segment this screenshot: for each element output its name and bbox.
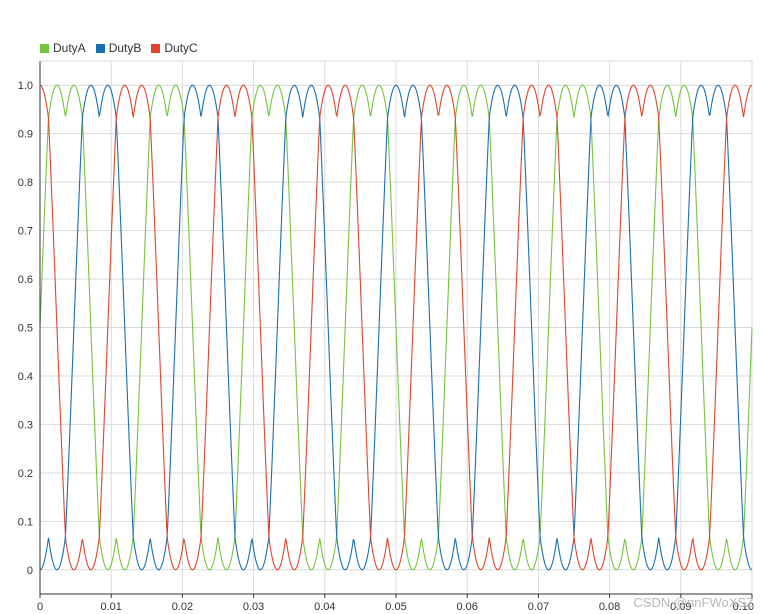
x-tick-label: 0.06 xyxy=(456,601,477,613)
x-tick-label: 0 xyxy=(37,601,43,613)
legend-label-dutya: DutyA xyxy=(53,41,86,55)
legend-item-dutyb[interactable]: DutyB xyxy=(95,41,142,55)
legend-item-dutya[interactable]: DutyA xyxy=(40,41,86,55)
x-tick-label: 0.09 xyxy=(670,601,691,613)
legend-item-dutyc[interactable]: DutyC xyxy=(151,41,198,55)
legend: DutyA DutyB DutyC xyxy=(40,40,208,56)
y-tick-label: 0.2 xyxy=(18,468,33,480)
y-tick-label: 0.7 xyxy=(18,226,33,238)
series-line-dutyb xyxy=(39,84,753,571)
axes: 0 0.1 0.2 0.3 0.4 0.5 0.6 0.7 0.8 0.9 1.0 0 0.01 0.02… xyxy=(18,61,754,613)
legend-swatch-dutyb xyxy=(95,43,105,53)
y-tick-label: 1.0 xyxy=(18,80,33,92)
y-tick-label: 0.1 xyxy=(18,516,33,528)
x-tick-label: 0.03 xyxy=(243,601,264,613)
series-line-dutya xyxy=(39,84,753,571)
y-tick-label: 0.5 xyxy=(18,323,33,335)
watermark: CSDN @nnFWoXSZ xyxy=(633,595,754,610)
x-tick-label: 0.05 xyxy=(385,601,406,613)
y-tick-label: 0.8 xyxy=(18,177,33,189)
x-tick-label: 0.07 xyxy=(528,601,549,613)
legend-swatch-dutyc xyxy=(151,43,161,53)
legend-label-dutyb: DutyB xyxy=(108,41,142,55)
y-tick-label: 0.6 xyxy=(18,274,33,286)
series-layer xyxy=(39,84,753,571)
legend-label-dutyc: DutyC xyxy=(164,41,198,55)
x-tick-label: 0.10 xyxy=(733,601,754,613)
y-tick-label: 0.4 xyxy=(18,371,33,383)
x-tick-label: 0.08 xyxy=(599,601,620,613)
x-tick-label: 0.02 xyxy=(172,601,193,613)
series-line-dutyc xyxy=(39,84,753,571)
y-tick-label: 0 xyxy=(27,565,33,577)
x-tick-label: 0.01 xyxy=(100,601,121,613)
y-tick-label: 0.3 xyxy=(18,419,33,431)
x-tick-label: 0.04 xyxy=(314,601,335,613)
legend-swatch-dutya xyxy=(40,43,49,53)
chart-top-strip xyxy=(0,0,762,30)
y-tick-label: 0.9 xyxy=(18,129,33,141)
